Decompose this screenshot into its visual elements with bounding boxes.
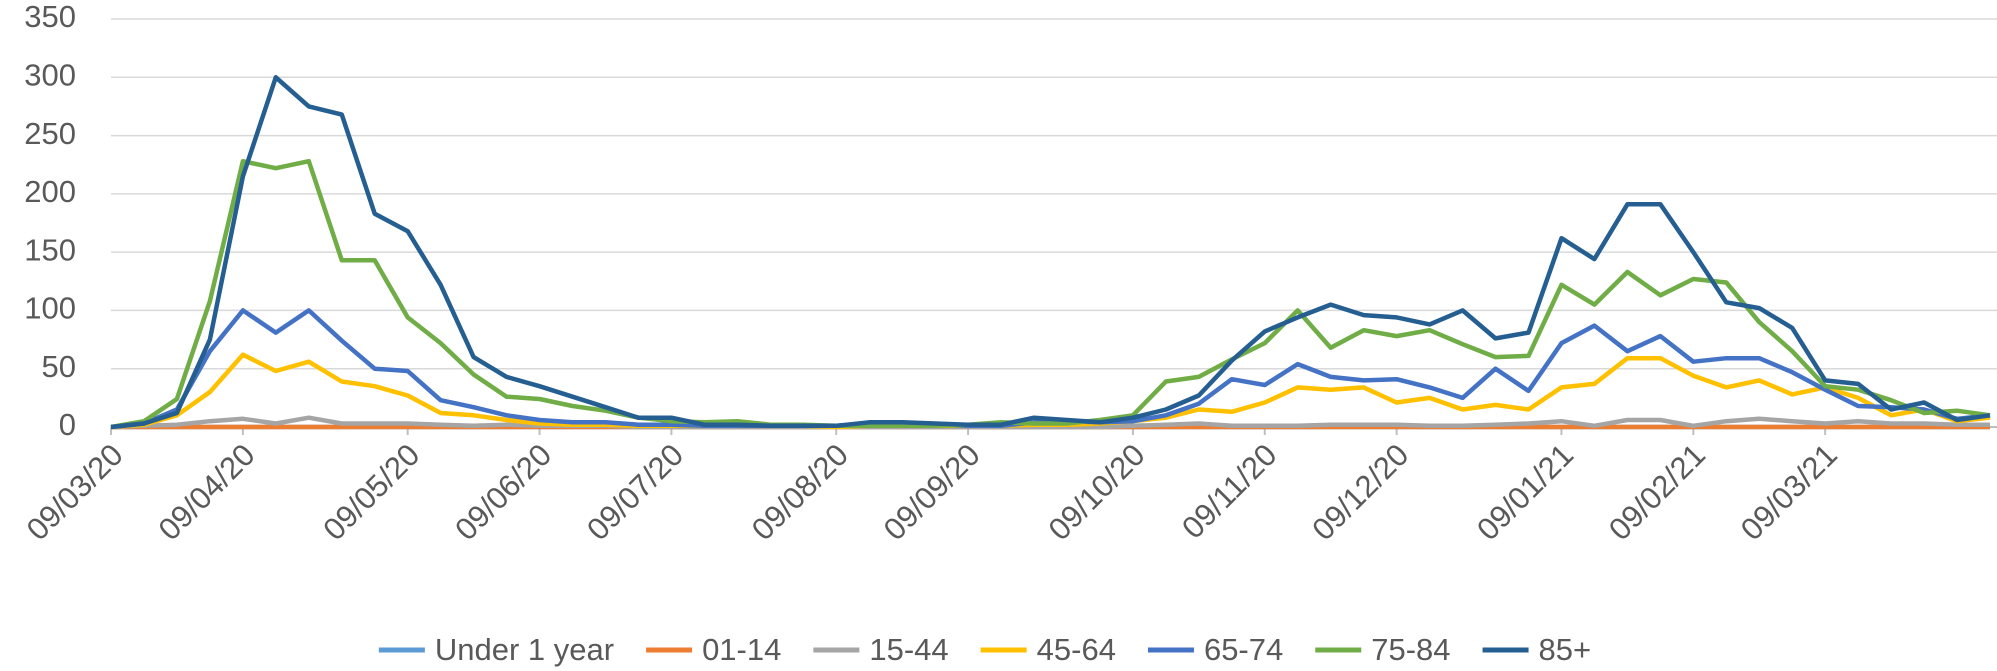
series-line — [110, 75, 1991, 430]
x-tick-label: 09/06/20 — [448, 437, 558, 547]
x-tick-label: 09/03/21 — [1734, 437, 1844, 547]
x-tick-label: 09/01/21 — [1470, 437, 1580, 547]
legend-label: 65-74 — [1204, 632, 1283, 667]
legend-label: 75-84 — [1371, 632, 1450, 667]
x-tick-label: 09/12/20 — [1305, 437, 1415, 547]
legend-label: 01-14 — [702, 632, 781, 667]
y-tick-label: 250 — [24, 116, 76, 151]
x-tick-label: 09/08/20 — [745, 437, 855, 547]
x-tick-label: 09/05/20 — [316, 437, 426, 547]
x-tick-label: 09/10/20 — [1042, 437, 1152, 547]
legend-label: Under 1 year — [435, 632, 614, 667]
legend: Under 1 year 01-14 15-44 45-64 65-74 75-84 85+ — [378, 632, 1592, 667]
x-tick-label: 09/07/20 — [580, 437, 690, 547]
x-tick-label: 09/04/20 — [152, 437, 262, 547]
x-tick-label: 09/11/20 — [1175, 437, 1283, 545]
legend-label: 15-44 — [869, 632, 948, 667]
y-tick-label: 150 — [24, 232, 76, 267]
x-tick-label: 09/02/21 — [1602, 437, 1712, 547]
series-line — [110, 415, 1990, 430]
y-tick-label: 200 — [24, 174, 76, 209]
legend-label: 45-64 — [1037, 632, 1116, 667]
y-tick-label: 0 — [59, 407, 76, 442]
y-tick-label: 350 — [24, 0, 76, 34]
x-tick-label: 09/09/20 — [877, 437, 987, 547]
y-tick-label: 100 — [24, 291, 76, 326]
series-line — [110, 158, 1991, 430]
x-tick-label: 09/03/20 — [20, 437, 130, 547]
y-tick-label: 50 — [42, 349, 76, 384]
y-tick-label: 300 — [24, 57, 76, 92]
series-line — [110, 352, 1991, 430]
legend-label: 85+ — [1539, 632, 1592, 667]
